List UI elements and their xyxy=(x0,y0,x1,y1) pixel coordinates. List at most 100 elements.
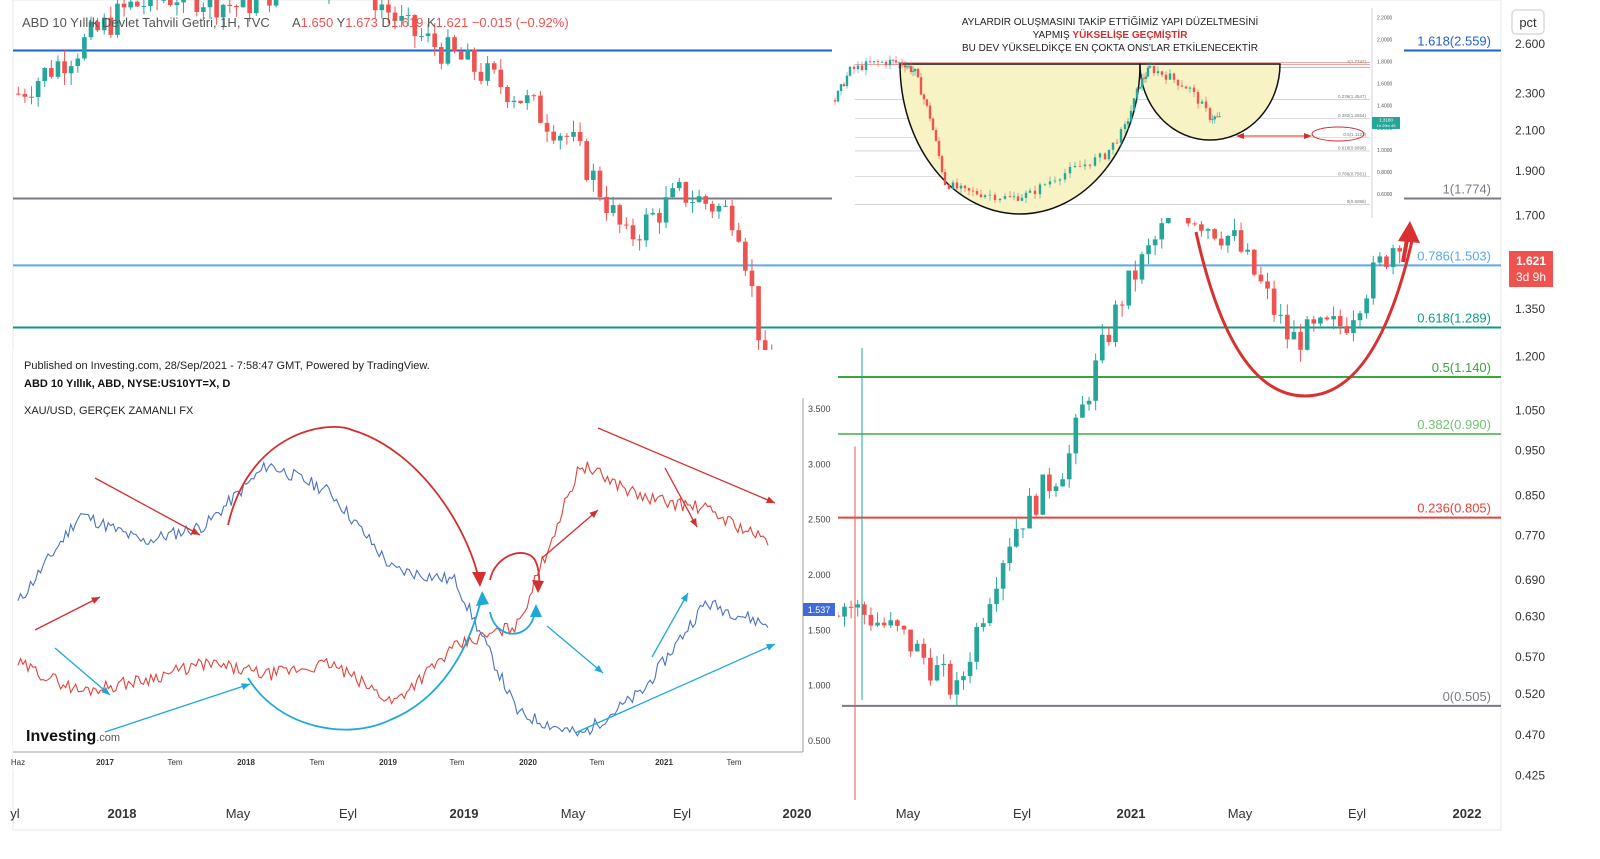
candle-body xyxy=(670,188,675,198)
candle-body xyxy=(551,131,556,141)
inset-candle-body xyxy=(888,59,892,66)
y-tick-label: 2.100 xyxy=(1515,123,1545,137)
candle-body xyxy=(1007,546,1013,564)
candle-body xyxy=(676,181,682,189)
inset-candle-body xyxy=(1196,91,1200,104)
x-tick-label: 2022 xyxy=(1453,806,1482,821)
candle-body xyxy=(485,63,490,81)
candle-body xyxy=(947,663,953,695)
inset-candle-body xyxy=(967,188,971,191)
compare-symbol: ABD 10 Yıllık, ABD, NYSE:US10YT=X, D xyxy=(24,378,230,390)
candle-body xyxy=(1225,235,1231,246)
x-tick-label: yl xyxy=(10,806,20,821)
inset-candle-body xyxy=(1003,196,1007,199)
inset-fib-label: 0(0.5058) xyxy=(1347,199,1367,204)
inset-tick-label: 0.6000 xyxy=(1377,192,1393,198)
candle-body xyxy=(928,657,933,681)
inset-candle-body xyxy=(1172,73,1176,80)
candle-body xyxy=(247,0,252,14)
inset-candle-body xyxy=(872,61,876,63)
candle-body xyxy=(544,122,550,132)
candle-body xyxy=(690,202,695,204)
candle-body xyxy=(227,4,233,7)
inset-candle-body xyxy=(1024,192,1028,198)
candle-body xyxy=(683,181,689,203)
candle-body xyxy=(1126,270,1132,306)
inset-candle-body xyxy=(963,185,967,189)
gold-line xyxy=(17,460,769,737)
inset-candle-body xyxy=(1073,165,1077,167)
candle-body xyxy=(1080,404,1085,418)
compare-y-tick: 3.500 xyxy=(808,404,831,414)
candle-body xyxy=(756,286,761,341)
inset-candle-body xyxy=(1115,142,1119,144)
candle-body xyxy=(1291,331,1297,340)
candle-body xyxy=(1159,223,1165,240)
candle-body xyxy=(1020,528,1026,530)
candle-body xyxy=(458,50,464,60)
inset-tick-label: 1.6000 xyxy=(1377,82,1393,88)
candle-body xyxy=(1033,495,1039,515)
candle-body xyxy=(934,665,940,681)
trend-arrow xyxy=(546,625,604,674)
bond-yield-line xyxy=(17,461,769,705)
candle-body xyxy=(1397,248,1403,252)
compare-price-badge xyxy=(803,603,835,616)
last-price-badge xyxy=(1509,251,1553,287)
inset-candle-body xyxy=(836,90,840,102)
candle-body xyxy=(895,620,900,626)
inset-candle-body xyxy=(1058,179,1062,181)
inset-candle-body xyxy=(943,172,947,186)
candle-body xyxy=(749,270,755,287)
unit-badge[interactable] xyxy=(1511,9,1545,35)
inset-candle-body xyxy=(1164,74,1168,80)
fib-label: 0.786(1.503) xyxy=(1417,248,1491,263)
candle-body xyxy=(650,212,656,215)
comparison-chart: Published on Investing.com, 28/Sep/2021 … xyxy=(11,350,838,770)
candle-body xyxy=(207,0,213,8)
candle-body xyxy=(557,135,563,141)
inset-candle-body xyxy=(1142,78,1146,80)
candle-body xyxy=(379,4,385,11)
y-tick-label: 1.050 xyxy=(1515,403,1545,417)
candle-body xyxy=(194,0,200,12)
candle-body xyxy=(1212,229,1217,239)
candle-body xyxy=(392,12,398,21)
inset-candle-body xyxy=(988,194,992,196)
candle-body xyxy=(1298,331,1303,350)
inset-candle-body xyxy=(1126,121,1130,125)
inset-candle-body xyxy=(955,182,959,189)
x-tick-label: Eyl xyxy=(673,806,691,821)
candle-body xyxy=(168,0,173,6)
candle-body xyxy=(1311,319,1317,324)
candle-body xyxy=(1265,281,1270,289)
candle-body xyxy=(432,33,438,48)
trend-arrow xyxy=(54,647,111,696)
inset-candle-body xyxy=(868,61,872,63)
x-tick-label: 2018 xyxy=(108,806,137,821)
inset-fib-label: 0.786(0.7561) xyxy=(1338,171,1367,176)
inset-candle-body xyxy=(905,66,909,68)
inset-candle-body xyxy=(983,195,987,198)
candle-body xyxy=(405,15,411,17)
candle-body xyxy=(723,205,728,207)
candle-body xyxy=(240,0,246,8)
candle-body xyxy=(1166,215,1171,224)
inset-tick-label: 2.2000 xyxy=(1377,16,1393,22)
inset-candle-body xyxy=(1119,129,1123,143)
arrow-head-icon xyxy=(191,527,200,535)
inset-candle-body xyxy=(1103,153,1107,160)
inset-candle-body xyxy=(1200,101,1204,104)
candle-body xyxy=(214,0,219,18)
unit-badge-label: pct xyxy=(1519,15,1537,30)
trend-arrow xyxy=(651,592,689,658)
compare-x-tick: 2020 xyxy=(519,758,537,767)
inset-candle-body xyxy=(839,84,843,91)
compare-x-tick: 2018 xyxy=(237,758,255,767)
inset-candle-body xyxy=(833,100,837,102)
candle-body xyxy=(1000,563,1006,589)
candle-body xyxy=(181,0,186,3)
inset-candle-body xyxy=(922,94,926,100)
inset-candle-body xyxy=(1192,87,1196,92)
inset-candle-body xyxy=(860,65,864,71)
